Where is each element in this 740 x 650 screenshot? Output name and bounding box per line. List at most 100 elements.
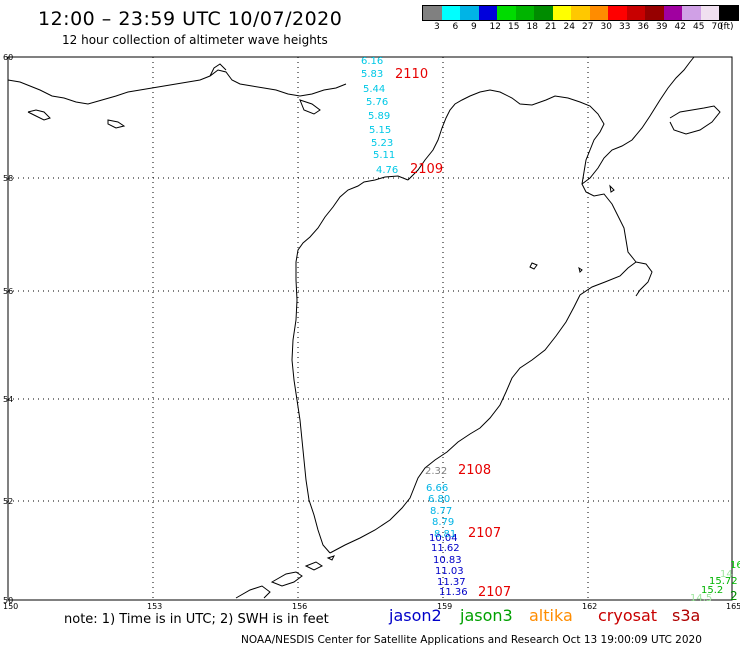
legend-label: 33: [619, 22, 631, 32]
satellite-altika: altika: [529, 606, 573, 625]
satellite-name: jason3: [460, 606, 513, 625]
lat-label: 56: [3, 287, 13, 296]
pass-number: 2107: [468, 526, 501, 541]
track-2107-blue: 10.04 11.62 10.83 11.03 11.37 11.36 2107: [429, 533, 511, 600]
wave-height-value: 11.36: [439, 587, 468, 598]
map-frame: [7, 56, 733, 601]
pass-number: 2109: [410, 162, 443, 177]
track-green-right: 16 14 15.72 15.2 14.5 2: [690, 560, 740, 604]
wave-height-value: 5.15: [369, 125, 391, 136]
lon-label: 156: [292, 602, 307, 611]
legend-swatch: [423, 6, 442, 20]
pass-number: 2: [730, 589, 738, 603]
lon-label: 162: [582, 602, 597, 611]
legend-label: 45: [693, 22, 705, 32]
lon-label: 150: [3, 602, 18, 611]
legend-label: 21: [545, 22, 557, 32]
pass-number: 2110: [395, 67, 428, 82]
lat-label: 58: [3, 174, 13, 183]
satellite-s3a: s3a: [672, 606, 700, 625]
legend-swatch: [589, 6, 608, 20]
pass-number: 2107: [478, 585, 511, 600]
lon-label: 159: [437, 602, 452, 611]
satellite-cryosat: cryosat: [598, 606, 657, 625]
pass-number: 2108: [458, 463, 491, 478]
wave-height-value: 6.16: [361, 56, 383, 67]
legend-swatch: [645, 6, 664, 20]
wave-height-value: 5.83: [361, 69, 383, 80]
legend-label: 24: [563, 22, 575, 32]
legend-swatch: [478, 6, 497, 20]
lon-label: 165: [726, 602, 740, 611]
lat-label: 60: [3, 53, 13, 62]
legend-swatch: [682, 6, 701, 20]
wave-height-value: 14.5: [690, 593, 712, 604]
wave-height-value: 8.81: [434, 529, 456, 540]
wave-height-value: 15.72: [709, 576, 738, 587]
legend-label: 36: [637, 22, 649, 32]
latitude-labels: 60 58 56 54 52 50: [3, 53, 13, 605]
lat-label: 52: [3, 497, 13, 506]
wave-height-value: 11.37: [437, 577, 466, 588]
wave-height-value: 16: [730, 560, 740, 571]
wave-height-value: 15.2: [701, 585, 723, 596]
legend-swatch: [719, 6, 738, 20]
satellite-jason3: jason3: [460, 606, 513, 625]
graticule: [8, 57, 732, 600]
legend-swatch: [534, 6, 553, 20]
wave-height-value: 11.62: [431, 543, 460, 554]
coastline: [7, 56, 721, 599]
legend-swatch: [515, 6, 534, 20]
legend-swatch: [460, 6, 479, 20]
wave-height-value: 5.89: [368, 111, 390, 122]
footnote: note: 1) Time is in UTC; 2) SWH is in fe…: [64, 612, 329, 627]
satellite-jason2: jason2: [389, 606, 442, 625]
track-2108: 2.32 2108: [425, 463, 491, 478]
legend-label: 18: [526, 22, 538, 32]
legend-swatch: [663, 6, 682, 20]
legend-label: 6: [452, 22, 459, 32]
longitude-labels: 150 153 156 159 162 165: [3, 602, 740, 611]
legend-label: 30: [600, 22, 612, 32]
legend-label: 9: [471, 22, 477, 32]
legend-swatch: [497, 6, 516, 20]
chart-subtitle: 12 hour collection of altimeter wave hei…: [62, 33, 328, 47]
lon-label: 153: [147, 602, 162, 611]
wave-height-value: 6.80: [428, 494, 450, 505]
wave-height-value: 4.76: [376, 165, 398, 176]
legend-label: 12: [489, 22, 501, 32]
track-2107-cyan: 6.66 6.80 8.77 8.79 8.81 2107: [426, 483, 501, 541]
wave-height-value: 5.44: [363, 84, 385, 95]
chart-title: 12:00 – 23:59 UTC 10/07/2020: [38, 8, 343, 30]
wave-height-value: 10.83: [433, 555, 462, 566]
lat-label: 50: [3, 596, 13, 605]
legend-swatch: [571, 6, 590, 20]
legend-label: 15: [508, 22, 520, 32]
credit-line: NOAA/NESDIS Center for Satellite Applica…: [241, 634, 702, 646]
wave-height-value: 10.04: [429, 533, 458, 544]
wave-height-value: 5.76: [366, 97, 388, 108]
legend-label: 70: [711, 22, 723, 32]
color-scale-legend: [422, 5, 739, 21]
satellite-name: cryosat: [598, 606, 658, 625]
legend-swatch: [552, 6, 571, 20]
wave-height-value: 14: [720, 569, 733, 580]
legend-label: (ft): [720, 22, 734, 32]
satellite-name: s3a: [672, 606, 701, 625]
legend-label: 3: [434, 22, 440, 32]
legend-swatch: [441, 6, 460, 20]
satellite-name: jason2: [389, 606, 442, 625]
wave-height-value: 2.32: [425, 466, 447, 477]
legend-label: 42: [674, 22, 686, 32]
satellite-name: altika: [529, 606, 573, 625]
legend-label: 27: [582, 22, 594, 32]
legend-swatch: [626, 6, 645, 20]
wave-height-value: 8.79: [432, 517, 454, 528]
legend-label: 39: [656, 22, 668, 32]
track-2110: 6.16 5.83 5.44 5.76 5.89 5.15 5.23 5.11 …: [361, 56, 443, 177]
wave-height-value: 11.03: [435, 566, 464, 577]
legend-swatch: [700, 6, 719, 20]
wave-height-value: 8.77: [430, 506, 452, 517]
wave-height-value: 5.11: [373, 150, 395, 161]
